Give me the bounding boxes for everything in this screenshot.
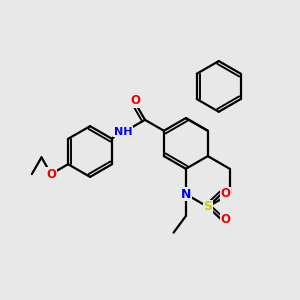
Text: N: N: [181, 188, 191, 201]
Text: O: O: [220, 187, 230, 200]
Text: O: O: [46, 167, 56, 181]
Text: O: O: [131, 94, 141, 107]
Text: S: S: [203, 200, 212, 213]
Text: O: O: [220, 213, 230, 226]
Text: NH: NH: [114, 127, 133, 136]
